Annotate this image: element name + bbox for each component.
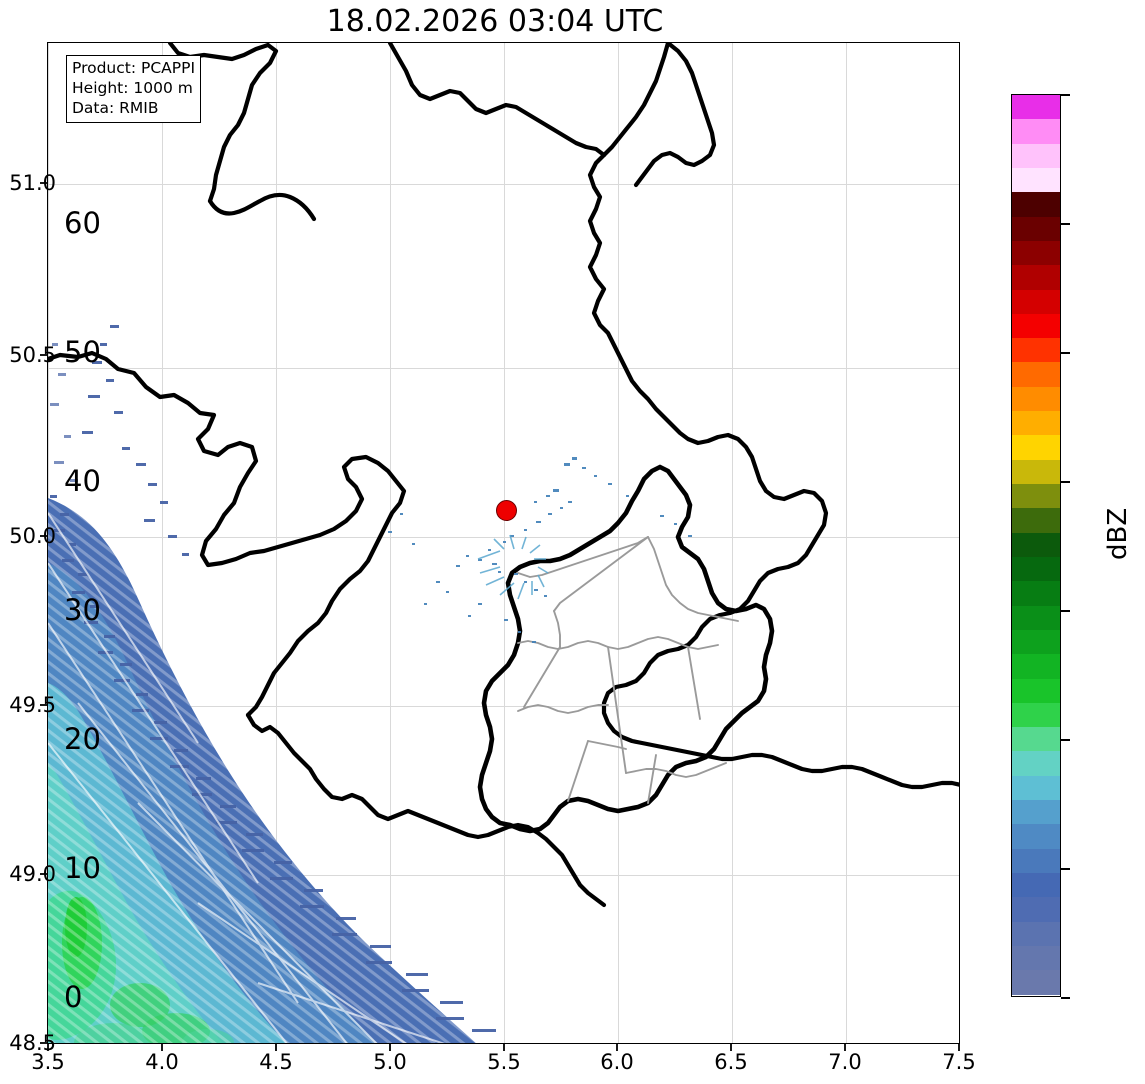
gridline-horizontal: [48, 368, 959, 369]
product-info-box: Product: PCAPPI Height: 1000 m Data: RMI…: [66, 55, 202, 124]
radar-map-plot[interactable]: [47, 42, 960, 1044]
colorbar-band: [1012, 143, 1060, 168]
colorbar-tick-mark: [1061, 223, 1070, 225]
info-line-product: Product: PCAPPI: [72, 59, 196, 77]
y-tick-label: 50.0: [9, 524, 56, 548]
colorbar-band: [1012, 95, 1060, 120]
colorbar-band: [1012, 411, 1060, 436]
x-tick-label: 6.0: [600, 1050, 634, 1074]
national-border-germany-north: [601, 43, 717, 188]
colorbar-band: [1012, 775, 1060, 801]
colorbar-band: [1012, 702, 1060, 728]
colorbar-band: [1012, 800, 1060, 825]
colorbar-tick-mark: [1061, 610, 1070, 612]
colorbar-tick-label: 50: [64, 335, 101, 369]
colorbar-band: [1012, 921, 1060, 946]
colorbar-band: [1012, 605, 1060, 630]
x-tick-label: 5.0: [373, 1050, 407, 1074]
colorbar-tick-mark: [1061, 94, 1070, 96]
colorbar-band: [1012, 313, 1060, 339]
map-borders-layer: [48, 43, 959, 908]
colorbar-band: [1012, 167, 1060, 193]
colorbar-tick-label: 0: [64, 980, 83, 1014]
colorbar-band: [1012, 945, 1060, 971]
colorbar-band: [1012, 970, 1060, 995]
clutter-specks: [388, 457, 692, 643]
site-clutter-rays: [477, 534, 549, 600]
colorbar-band: [1012, 727, 1060, 752]
colorbar-band: [1012, 435, 1060, 460]
colorbar-band: [1012, 289, 1060, 314]
national-border-north: [167, 43, 959, 790]
colorbar-band: [1012, 119, 1060, 144]
colorbar-label: dBZ: [1103, 507, 1133, 560]
colorbar-band: [1012, 824, 1060, 849]
colorbar-band: [1012, 508, 1060, 533]
page-title: 18.02.2026 03:04 UTC: [326, 4, 664, 39]
y-tick-label: 48.5: [9, 1031, 56, 1055]
colorbar-band: [1012, 265, 1060, 290]
colorbar-band: [1012, 386, 1060, 412]
colorbar-tick-label: 30: [64, 593, 101, 627]
gridline-vertical: [732, 43, 733, 1043]
canton-boundaries: [517, 536, 739, 804]
x-tick-label: 3.5: [31, 1050, 65, 1074]
colorbar-band: [1012, 556, 1060, 582]
colorbar-tick-mark: [1061, 868, 1070, 870]
info-line-data: Data: RMIB: [72, 98, 159, 117]
colorbar-band: [1012, 216, 1060, 241]
y-tick-label: 51.0: [9, 171, 56, 195]
x-tick-label: 6.5: [714, 1050, 748, 1074]
colorbar-tick-label: 40: [64, 464, 101, 498]
colorbar-band: [1012, 678, 1060, 703]
colorbar-band: [1012, 581, 1060, 606]
x-tick-label: 7.5: [942, 1050, 976, 1074]
colorbar-band: [1012, 362, 1060, 387]
colorbar-band: [1012, 751, 1060, 776]
x-tick-label: 7.0: [828, 1050, 862, 1074]
colorbar-tick-mark: [1061, 997, 1070, 999]
colorbar-band: [1012, 192, 1060, 217]
colorbar-tick-mark: [1061, 481, 1070, 483]
x-tick-label: 5.5: [487, 1050, 521, 1074]
colorbar-tick-label: 60: [64, 206, 101, 240]
colorbar-band: [1012, 848, 1060, 873]
y-tick-label: 49.5: [9, 693, 56, 717]
radar-site-marker[interactable]: [496, 500, 518, 522]
gridline-vertical: [846, 43, 847, 1043]
y-tick-label: 50.5: [9, 343, 56, 367]
colorbar-band: [1012, 873, 1060, 898]
colorbar-tick-label: 20: [64, 722, 101, 756]
info-line-height: Height: 1000 m: [72, 78, 193, 97]
colorbar-tick-mark: [1061, 352, 1070, 354]
colorbar-band: [1012, 532, 1060, 557]
x-tick-label: 4.5: [259, 1050, 293, 1074]
colorbar-tick-mark: [1061, 739, 1070, 741]
colorbar-band: [1012, 897, 1060, 922]
y-tick-label: 49.0: [9, 862, 56, 886]
colorbar-band: [1012, 629, 1060, 655]
colorbar[interactable]: [1011, 94, 1061, 997]
colorbar-band: [1012, 338, 1060, 363]
x-tick-label: 4.0: [145, 1050, 179, 1074]
gridline-horizontal: [48, 184, 959, 185]
colorbar-band: [1012, 240, 1060, 266]
map-canvas: [48, 43, 959, 1043]
colorbar-tick-label: 10: [64, 851, 101, 885]
colorbar-band: [1012, 459, 1060, 484]
national-border-luxembourg: [477, 464, 775, 834]
gridline-vertical: [618, 43, 619, 1043]
colorbar-band: [1012, 484, 1060, 509]
national-border-belgium: [48, 350, 607, 908]
colorbar-band: [1012, 654, 1060, 679]
